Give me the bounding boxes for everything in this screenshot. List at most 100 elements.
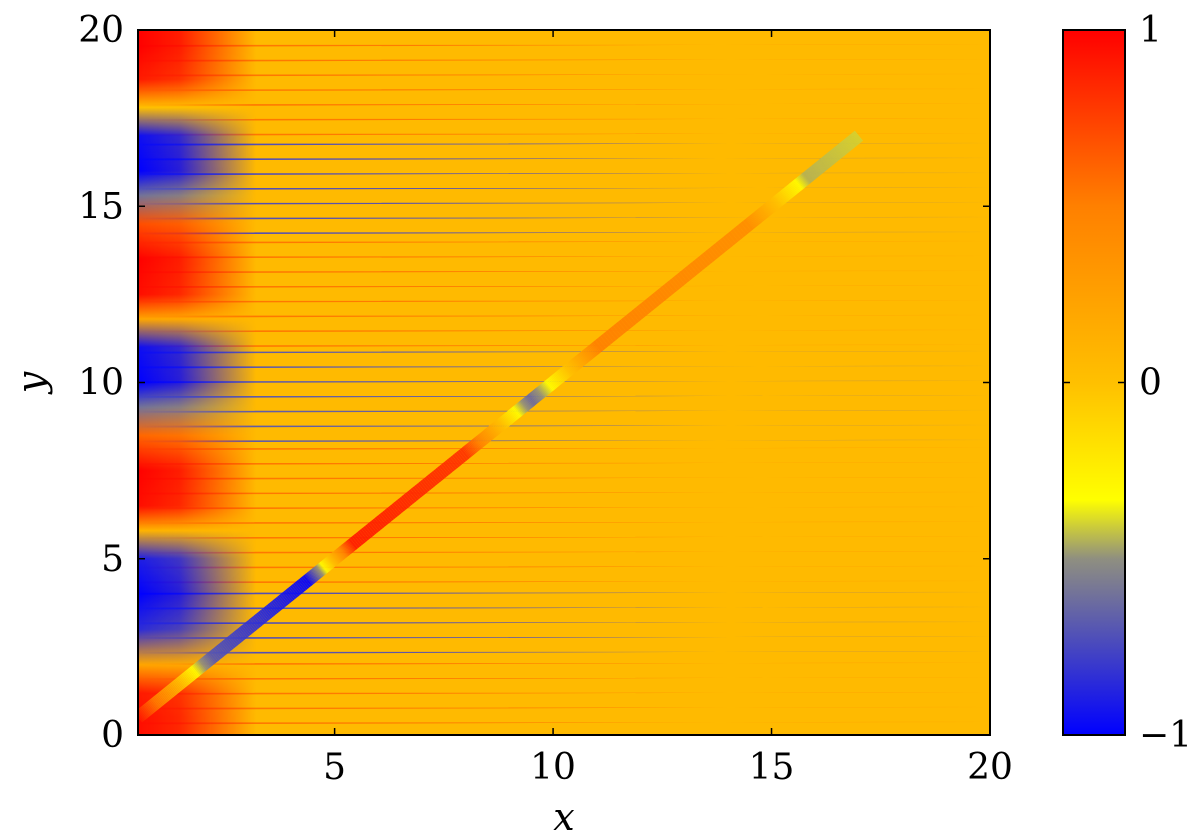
ridge-segment (809, 166, 819, 178)
ridge-segment (440, 463, 451, 475)
ridge-segment (850, 133, 860, 145)
ridge-segment (211, 648, 222, 660)
ridge-segment (765, 202, 775, 213)
ridge-segment (804, 170, 814, 182)
ridge-segment (842, 139, 852, 151)
ridge-segment (630, 309, 642, 322)
streak (138, 88, 990, 92)
ridge-segment (395, 499, 406, 512)
ridge-segment (681, 268, 693, 281)
ridge-segment (772, 196, 782, 208)
ridge-segment (550, 375, 560, 387)
ridge-segment (641, 301, 652, 314)
ridge-segment (331, 551, 341, 563)
ridge-segment (820, 157, 830, 169)
ridge-segment (783, 187, 793, 199)
ridge-segment (138, 707, 149, 719)
ridge-segment (573, 357, 583, 369)
ridge-segment (315, 565, 325, 577)
ridge-segment (547, 377, 558, 389)
ridge-segment (202, 656, 212, 668)
ridge-segment (777, 192, 787, 203)
ridge-segment (825, 153, 835, 165)
ridge-segment (774, 194, 785, 206)
ridge-segment (826, 152, 836, 164)
ridge-segment (699, 253, 711, 266)
ridge-segment (378, 513, 389, 526)
ridge-segment (555, 371, 565, 383)
ridge-segment (310, 569, 320, 581)
ridge-segment (506, 410, 516, 422)
ridge-segment (602, 331, 614, 345)
x-axis-ticks: 5 10 15 20 (323, 30, 1013, 788)
ridge-segment (438, 464, 449, 477)
x-tick-label: 15 (749, 747, 795, 788)
ridge-segment (605, 329, 617, 343)
ridge-segment (169, 682, 180, 694)
ridge-segment (331, 552, 341, 564)
ridge-segment (562, 365, 572, 377)
streak (138, 270, 990, 274)
ridge-segment (243, 622, 254, 635)
ridge-segment (720, 237, 731, 250)
ridge-segment (551, 374, 561, 386)
ridge-segment (821, 156, 831, 168)
colorbar: −1 0 1 (1062, 10, 1192, 756)
ridge-segment (397, 498, 408, 510)
ridge-segment (357, 530, 368, 543)
left-edge-field (138, 30, 256, 735)
ridge-segment (800, 173, 810, 185)
ridge-segment (178, 675, 188, 687)
ridge-segment (806, 168, 816, 180)
ridge-segment (499, 416, 510, 428)
ridge-segment (265, 604, 276, 616)
ridge-segment (311, 568, 321, 580)
ridge-segment (808, 167, 818, 179)
colorbar-tick-label: 1 (1139, 10, 1162, 51)
streak (138, 424, 990, 428)
ridge-segment (576, 354, 586, 366)
ridge-segment (558, 368, 569, 380)
ridge-segment (780, 189, 790, 201)
ridge-segment (648, 294, 660, 308)
ridge-segment (651, 292, 663, 306)
ridge-segment (385, 507, 396, 520)
ridge-segment (251, 616, 262, 628)
ridge-segment (827, 151, 837, 163)
ridge-segment (296, 580, 307, 592)
ridge-segment (514, 404, 524, 416)
ridge-segment (722, 235, 734, 248)
ridge-segment (735, 224, 747, 238)
streak (138, 591, 990, 595)
ridge-segment (153, 695, 164, 707)
ridge-segment (533, 388, 543, 400)
streak (138, 216, 990, 220)
ridge-segment (483, 429, 493, 441)
ridge-segment (521, 398, 531, 410)
ridge-segment (343, 542, 353, 554)
ridge-segment (486, 426, 496, 438)
ridge-segment (206, 652, 217, 664)
ridge-segment (179, 674, 190, 686)
ridge-segment (476, 434, 487, 446)
x-tick-label: 10 (530, 747, 576, 788)
ridge-segment (816, 161, 826, 172)
ridge-segment (504, 412, 514, 424)
streak (138, 650, 990, 654)
ridge-segment (474, 436, 484, 448)
ridge-segment (620, 317, 632, 330)
ridge-segment (399, 496, 410, 509)
ridge-segment (337, 547, 347, 558)
ridge-segment (539, 384, 549, 396)
ridge-segment (419, 480, 431, 492)
ridge-segment (141, 705, 151, 717)
y-tick-label: 20 (78, 10, 124, 51)
streak (138, 255, 990, 259)
ridge-segment (326, 556, 336, 568)
ridge-segment (159, 690, 170, 702)
ridge-segment (607, 327, 619, 340)
streak (138, 142, 990, 146)
ridge-segment (757, 208, 768, 220)
ridge-segment (571, 358, 582, 370)
ridge-segment (329, 554, 338, 565)
